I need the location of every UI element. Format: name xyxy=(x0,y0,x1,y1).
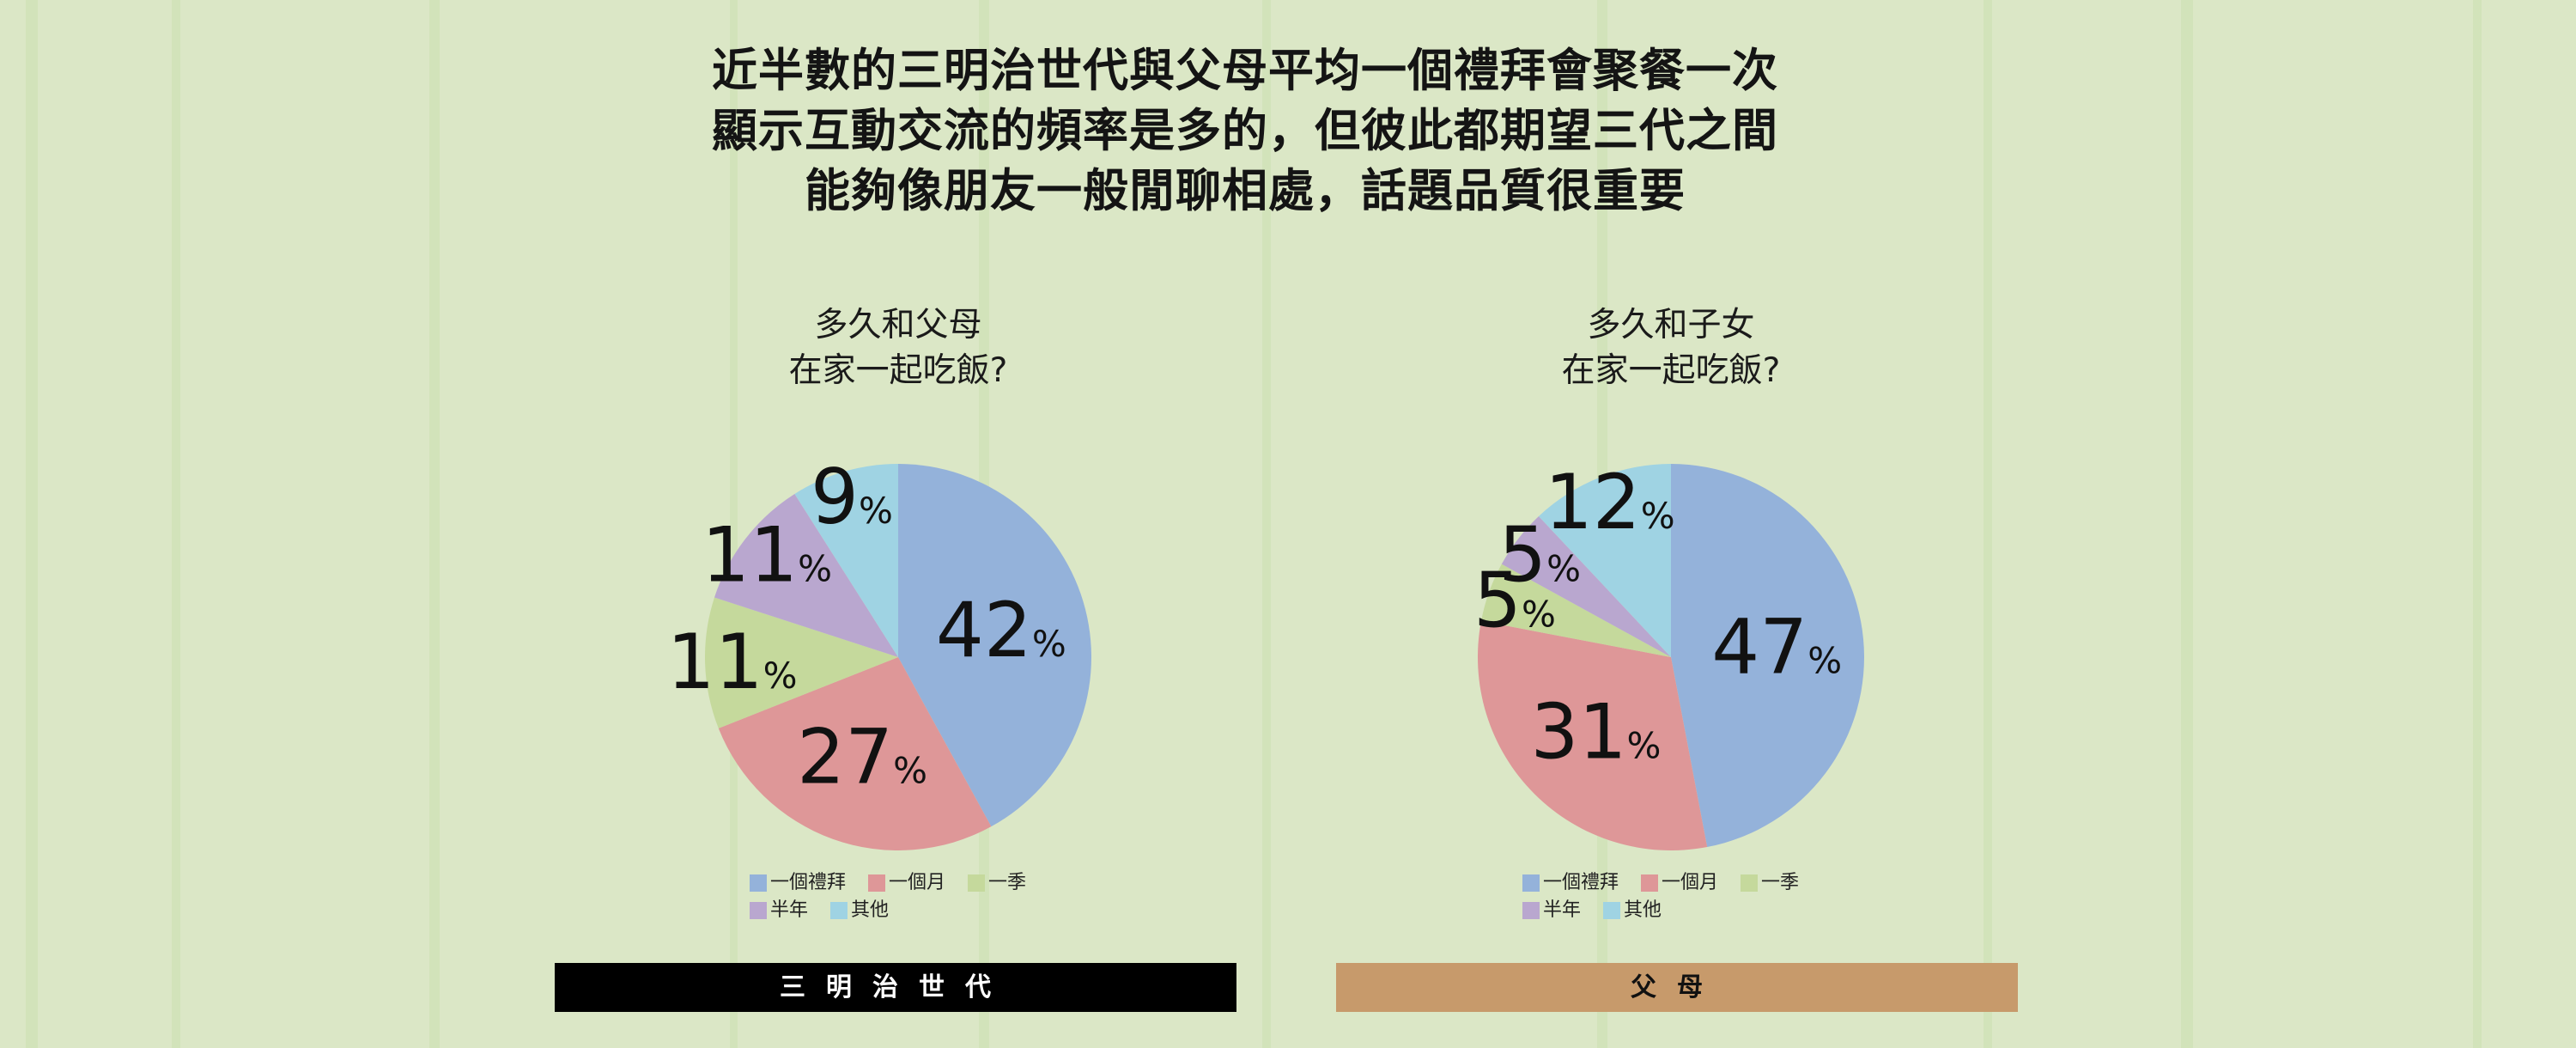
legend-label-other: 其他 xyxy=(1624,899,1662,921)
legend-item-quarterly: 一季 xyxy=(1741,869,1799,897)
headline-line-3: 能夠像朋友一般閒聊相處，話題品質很重要 xyxy=(805,165,1686,217)
pie-slice-quarterly xyxy=(705,597,898,728)
chart-title: 多久和子女 在家一起吃飯? xyxy=(1285,302,2057,393)
chart-title: 多久和父母 在家一起吃飯? xyxy=(512,302,1285,393)
footer-bar-parents: 父母 xyxy=(1336,963,2018,1012)
legend-label-monthly: 一個月 xyxy=(889,872,946,893)
legend-label-monthly: 一個月 xyxy=(1662,872,1719,893)
legend-label-half-year: 半年 xyxy=(770,899,809,921)
slice-label-quarterly: 5% xyxy=(1473,556,1556,644)
slice-label-quarterly: 11% xyxy=(667,618,798,706)
chart-title-line-2: 在家一起吃飯? xyxy=(788,351,1008,390)
pie-slice-half-year xyxy=(714,494,898,657)
slice-label-monthly: 31% xyxy=(1531,688,1662,777)
legend-item-half-year: 半年 xyxy=(1522,897,1581,924)
pie-slice-weekly xyxy=(898,464,1091,827)
slice-label-half-year: 11% xyxy=(702,510,832,599)
legend-item-weekly: 一個禮拜 xyxy=(750,869,846,897)
legend-item-other: 其他 xyxy=(1603,897,1662,924)
legend-label-quarterly: 一季 xyxy=(988,872,1027,893)
legend-item-other: 其他 xyxy=(830,897,889,924)
legend-label-weekly: 一個禮拜 xyxy=(1543,872,1619,893)
legend-item-quarterly: 一季 xyxy=(968,869,1026,897)
pie-slice-monthly xyxy=(1478,620,1708,850)
legend-item-monthly: 一個月 xyxy=(868,869,945,897)
pie-slice-monthly xyxy=(718,657,992,850)
slice-label-weekly: 47% xyxy=(1711,602,1842,691)
pie-chart-parents: 47%31%5%5%12% xyxy=(1473,458,1864,850)
headline-line-1: 近半數的三明治世代與父母平均一個禮拜會聚餐一次 xyxy=(712,45,1778,97)
chart-legend: 一個禮拜 一個月 一季 半年 其他 xyxy=(750,869,1110,924)
chart-title-line-1: 多久和父母 xyxy=(814,306,982,344)
legend-label-half-year: 半年 xyxy=(1543,899,1582,921)
slice-label-half-year: 5% xyxy=(1498,510,1581,599)
pie-slice-quarterly xyxy=(1480,564,1671,657)
chart-title-line-1: 多久和子女 xyxy=(1587,306,1755,344)
slice-label-other: 12% xyxy=(1545,458,1675,546)
legend-item-half-year: 半年 xyxy=(750,897,808,924)
pie-slice-weekly xyxy=(1671,464,1864,848)
headline: 近半數的三明治世代與父母平均一個禮拜會聚餐一次 顯示互動交流的頻率是多的，但彼此… xyxy=(515,41,1975,222)
chart-title-line-2: 在家一起吃飯? xyxy=(1561,351,1781,390)
slice-label-weekly: 42% xyxy=(936,586,1066,674)
chart-legend: 一個禮拜 一個月 一季 半年 其他 xyxy=(1522,869,1883,924)
legend-label-other: 其他 xyxy=(851,899,890,921)
pie-slice-half-year xyxy=(1501,515,1671,657)
legend-item-weekly: 一個禮拜 xyxy=(1522,869,1619,897)
legend-label-quarterly: 一季 xyxy=(1761,872,1800,893)
pie-slice-other xyxy=(1538,464,1671,657)
footer-bar-sandwich-generation: 三明治世代 xyxy=(555,963,1236,1012)
pie-slice-other xyxy=(794,464,898,657)
pie-chart-sandwich-generation: 42%27%11%11%9% xyxy=(667,453,1091,850)
headline-line-2: 顯示互動交流的頻率是多的，但彼此都期望三代之間 xyxy=(712,105,1778,157)
legend-label-weekly: 一個禮拜 xyxy=(770,872,847,893)
legend-item-monthly: 一個月 xyxy=(1641,869,1718,897)
slice-label-monthly: 27% xyxy=(797,712,927,801)
slice-label-other: 9% xyxy=(811,453,893,541)
